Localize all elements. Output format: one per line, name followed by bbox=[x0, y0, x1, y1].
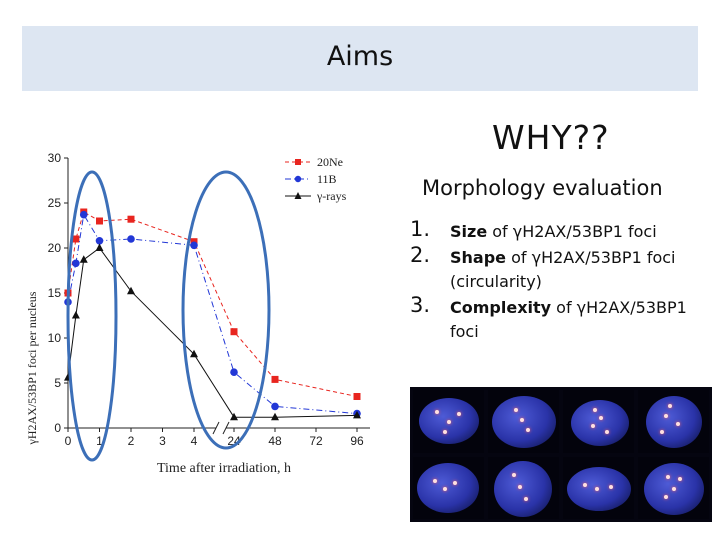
micrograph-panel bbox=[488, 456, 559, 519]
list-item: 3. Complexity of γH2AX/53BP1 foci bbox=[410, 293, 710, 344]
y-tick-label: 25 bbox=[48, 196, 62, 210]
data-point bbox=[127, 286, 135, 295]
y-axis-label: γH2AX/53BP1 foci per nucleus bbox=[25, 291, 39, 445]
list-keyword: Shape bbox=[450, 248, 507, 267]
x-axis-label: Time after irradiation, h bbox=[157, 461, 291, 476]
x-tick-label: 3 bbox=[159, 434, 166, 448]
slide-title: Aims bbox=[326, 41, 394, 72]
list-keyword: Complexity bbox=[450, 298, 552, 317]
data-point bbox=[72, 259, 80, 268]
data-point bbox=[353, 393, 361, 400]
x-tick-label: 4 bbox=[191, 434, 198, 448]
micrograph-grid bbox=[410, 387, 712, 522]
data-point bbox=[230, 412, 238, 421]
legend-label: 11B bbox=[317, 172, 337, 186]
data-point bbox=[79, 210, 88, 219]
micrograph-panel bbox=[488, 390, 559, 453]
legend-marker bbox=[294, 192, 302, 199]
data-point bbox=[230, 368, 238, 376]
axis-break-mark bbox=[212, 421, 220, 435]
data-point bbox=[72, 235, 80, 243]
list-item: 2. Shape of γH2AX/53BP1 foci (circularit… bbox=[410, 243, 710, 294]
micrograph-panel bbox=[638, 390, 709, 453]
list-number: 3. bbox=[410, 293, 431, 317]
data-point bbox=[96, 217, 103, 225]
micrograph-panel bbox=[413, 390, 484, 453]
data-point bbox=[230, 328, 238, 336]
data-point bbox=[95, 237, 104, 245]
data-point bbox=[190, 241, 198, 250]
data-point bbox=[271, 402, 279, 411]
x-tick-label: 48 bbox=[268, 434, 282, 448]
y-tick-label: 30 bbox=[48, 151, 62, 165]
data-point bbox=[127, 235, 135, 243]
legend-marker bbox=[294, 175, 302, 183]
list-text: of γH2AX/53BP1 foci bbox=[450, 298, 687, 341]
data-point bbox=[352, 410, 361, 419]
aims-list: 1. Size of γH2AX/53BP1 foci 2. Shape of … bbox=[410, 217, 710, 346]
title-bar: Aims bbox=[22, 26, 698, 91]
list-number: 2. bbox=[410, 243, 431, 267]
series-line bbox=[67, 211, 358, 397]
data-point bbox=[79, 255, 88, 263]
y-tick-label: 5 bbox=[54, 376, 61, 390]
why-heading: WHY?? bbox=[492, 118, 610, 157]
highlight-ellipse bbox=[181, 170, 271, 450]
y-tick-label: 0 bbox=[54, 421, 61, 435]
data-point bbox=[95, 243, 104, 251]
legend-marker bbox=[295, 159, 301, 165]
legend-label: 20Ne bbox=[317, 155, 343, 169]
micrograph-panel bbox=[413, 456, 484, 519]
data-point bbox=[270, 412, 279, 421]
micrograph-panel bbox=[563, 390, 634, 453]
highlight-ellipse bbox=[66, 170, 118, 462]
y-tick-label: 20 bbox=[48, 241, 62, 255]
list-text: of γH2AX/53BP1 foci (circularity) bbox=[450, 248, 676, 291]
micrograph-panel bbox=[563, 456, 634, 519]
x-tick-label: 2 bbox=[128, 434, 135, 448]
list-item: 1. Size of γH2AX/53BP1 foci bbox=[410, 217, 710, 244]
y-tick-label: 10 bbox=[48, 331, 62, 345]
x-tick-label: 72 bbox=[309, 434, 323, 448]
data-point bbox=[271, 375, 279, 383]
x-tick-label: 96 bbox=[350, 434, 364, 448]
micrograph-panel bbox=[638, 456, 709, 519]
subtitle: Morphology evaluation bbox=[422, 176, 663, 200]
list-number: 1. bbox=[410, 217, 431, 241]
data-point bbox=[127, 215, 135, 223]
list-keyword: Size bbox=[450, 222, 488, 241]
data-point bbox=[190, 349, 198, 358]
y-tick-label: 15 bbox=[48, 286, 62, 300]
x-tick-label: 1 bbox=[96, 434, 103, 448]
data-point bbox=[71, 311, 80, 319]
axis-break-mark bbox=[222, 421, 230, 435]
list-text: of γH2AX/53BP1 foci bbox=[487, 222, 657, 241]
legend-label: γ-rays bbox=[316, 189, 347, 203]
x-tick-label: 0 bbox=[65, 434, 72, 448]
